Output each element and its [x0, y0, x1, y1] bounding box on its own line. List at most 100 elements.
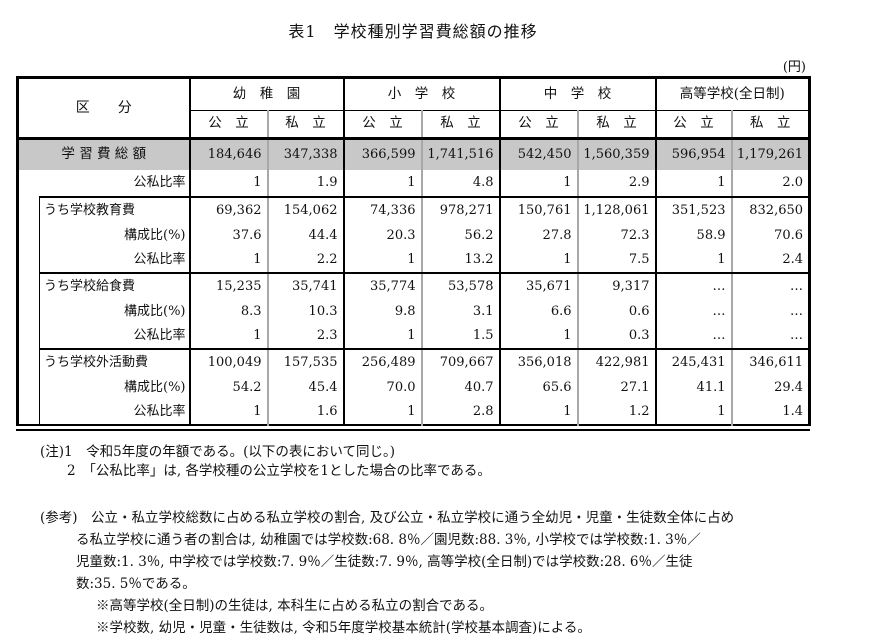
- table-row-education-share: 構成比(%) 37.6 44.4 20.3 56.2 27.8 72.3 58.…: [18, 222, 810, 248]
- value-cell: 1: [189, 169, 269, 198]
- value-cell: 422,981: [577, 348, 657, 375]
- table-row-outside-ratio: 公私比率 1 1.6 1 2.8 1 1.2 1 1.4: [18, 399, 810, 425]
- value-cell: 35,671: [499, 272, 579, 299]
- value-cell: 72.3: [577, 222, 657, 248]
- row-label-share: 構成比(%): [39, 222, 191, 248]
- subheader-private: 私 立: [421, 110, 501, 140]
- value-cell: 1: [189, 323, 269, 350]
- value-cell: 184,646: [189, 138, 269, 170]
- note-line-1: (注)1 令和5年度の年額である。(以下の表において同じ。): [40, 443, 395, 460]
- value-cell: 1,179,261: [731, 138, 810, 170]
- value-cell: 70.0: [343, 374, 423, 400]
- value-cell: 8.3: [189, 298, 269, 324]
- row-label-lunch: うち学校給食費: [39, 272, 191, 299]
- value-cell: …: [655, 272, 733, 299]
- table-subheader-row: 公 立 私 立 公 立 私 立 公 立 私 立 公 立 私 立: [18, 110, 810, 140]
- value-cell: 2.0: [731, 169, 810, 198]
- value-cell: 10.3: [267, 298, 345, 324]
- value-cell: 1: [499, 247, 579, 274]
- value-cell: …: [731, 323, 810, 350]
- value-cell: 1: [655, 399, 733, 425]
- value-cell: 596,954: [655, 138, 733, 170]
- value-cell: 6.6: [499, 298, 579, 324]
- row-label-ratio: 公私比率: [39, 247, 191, 274]
- value-cell: 9.8: [343, 298, 423, 324]
- value-cell: 100,049: [189, 348, 269, 375]
- subheader-public: 公 立: [655, 110, 733, 140]
- value-cell: 0.3: [577, 323, 657, 350]
- corner-cell: 区 分: [17, 77, 191, 140]
- value-cell: 20.3: [343, 222, 423, 248]
- value-cell: …: [790, 303, 804, 319]
- document-page: 表1 学校種別学習費総額の推移 (円) 区 分 幼 稚 園 小 学 校 中 学 …: [16, 22, 826, 639]
- value-cell: 1.9: [267, 169, 345, 198]
- row-label-ratio: 公私比率: [39, 169, 191, 198]
- value-cell: 542,450: [499, 138, 579, 170]
- table-header-row: 区 分 幼 稚 園 小 学 校 中 学 校 高等学校(全日制): [17, 77, 810, 140]
- bottom-rule: [16, 428, 810, 431]
- value-cell: 2.9: [577, 169, 657, 198]
- value-cell: 2.8: [421, 399, 501, 425]
- value-cell: 27.8: [499, 222, 579, 248]
- value-cell: 245,431: [655, 348, 733, 375]
- unit-label: (円): [782, 60, 806, 75]
- value-cell: 58.9: [655, 222, 733, 248]
- value-cell: …: [655, 323, 733, 350]
- table-row-lunch-share: 構成比(%) 8.3 10.3 9.8 3.1 6.6 0.6 … …: [18, 298, 810, 324]
- value-cell: 13.2: [421, 247, 501, 274]
- subheader-private: 私 立: [577, 110, 657, 140]
- value-cell: 1,128,061: [577, 196, 657, 223]
- group-header-kindergarten: 幼 稚 園: [189, 77, 345, 111]
- value-cell: …: [655, 298, 733, 324]
- value-cell: 256,489: [343, 348, 423, 375]
- spacer-cell: [18, 170, 40, 197]
- subheader-public: 公 立: [499, 110, 579, 140]
- value-cell: …: [790, 278, 804, 294]
- value-cell: 4.8: [421, 169, 501, 198]
- value-cell: 1: [655, 169, 733, 198]
- table-row-total: 学 習 費 総 額 184,646 347,338 366,599 1,741,…: [17, 138, 810, 170]
- subheader-public: 公 立: [189, 110, 269, 140]
- learning-expenses-table: 区 分 幼 稚 園 小 学 校 中 学 校 高等学校(全日制) 公 立 私 立 …: [16, 76, 812, 426]
- value-cell: 2.4: [731, 247, 810, 274]
- table-row-total-ratio: 公私比率 1 1.9 1 4.8 1 2.9 1 2.0: [18, 169, 810, 198]
- row-label-ratio: 公私比率: [39, 323, 191, 350]
- value-cell: 978,271: [421, 196, 501, 223]
- value-cell: 0.6: [577, 298, 657, 324]
- value-cell: 709,667: [421, 348, 501, 375]
- row-label-ratio: 公私比率: [39, 399, 191, 425]
- value-cell: 1.5: [421, 323, 501, 350]
- value-cell: 1: [343, 247, 423, 274]
- subheader-private: 私 立: [267, 110, 345, 140]
- value-cell: 157,535: [267, 348, 345, 375]
- value-cell: 74,336: [343, 196, 423, 223]
- value-cell: 35,774: [343, 272, 423, 299]
- row-label-outside: うち学校外活動費: [39, 348, 191, 375]
- value-cell: 70.6: [774, 227, 804, 243]
- value-cell: 7.5: [577, 247, 657, 274]
- value-cell: 1.6: [267, 399, 345, 425]
- value-cell: 351,523: [655, 196, 733, 223]
- value-cell: 347,338: [267, 138, 345, 170]
- value-cell: 54.2: [189, 374, 269, 400]
- value-cell: 29.4: [774, 379, 804, 395]
- value-cell: 366,599: [343, 138, 423, 170]
- row-label-share: 構成比(%): [39, 298, 191, 324]
- table-row-outside-share: 構成比(%) 54.2 45.4 70.0 40.7 65.6 27.1 41.…: [18, 374, 810, 400]
- value-cell: 15,235: [189, 272, 269, 299]
- value-cell: 65.6: [499, 374, 579, 400]
- value-cell: 154,062: [267, 196, 345, 223]
- row-label-education: うち学校教育費: [39, 196, 191, 223]
- reference-line: 数:35. 5％である。: [76, 575, 196, 592]
- reference-block: (参考) 公立・私立学校総数に占める私立学校の割合, 及び公立・私立学校に通う全…: [40, 507, 826, 639]
- value-cell: 832,650: [749, 202, 804, 218]
- group-header-elementary: 小 学 校: [343, 77, 501, 111]
- table-row-outside: うち学校外活動費 100,049 157,535 256,489 709,667…: [18, 348, 810, 375]
- value-cell: 2.2: [267, 247, 345, 274]
- value-cell: 35,741: [267, 272, 345, 299]
- reference-footnote: ※高等学校(全日制)の生徒は, 本科生に占める私立の割合である。: [96, 597, 493, 614]
- value-cell: 346,611: [749, 354, 804, 370]
- value-cell: 1: [343, 399, 423, 425]
- reference-footnote: ※学校数, 幼児・児童・生徒数は, 令和5年度学校基本統計(学校基本調査)による…: [96, 619, 591, 636]
- notes-block: (注)1 令和5年度の年額である。(以下の表において同じ。) 2 「公私比率」は…: [40, 443, 826, 481]
